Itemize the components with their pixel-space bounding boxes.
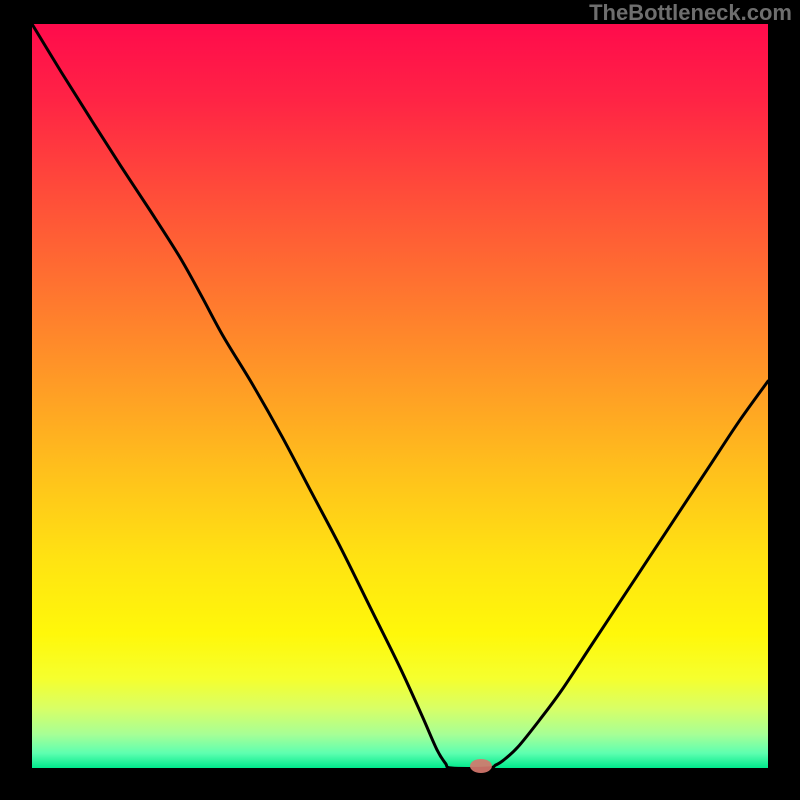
- chart-stage: TheBottleneck.com: [0, 0, 800, 800]
- optimal-point-marker: [470, 759, 492, 773]
- bottleneck-chart-svg: [0, 0, 800, 800]
- plot-gradient-background: [32, 24, 768, 768]
- watermark-text: TheBottleneck.com: [589, 0, 792, 26]
